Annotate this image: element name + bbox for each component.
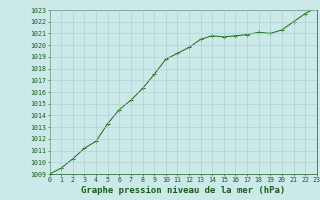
X-axis label: Graphe pression niveau de la mer (hPa): Graphe pression niveau de la mer (hPa) <box>81 186 285 195</box>
